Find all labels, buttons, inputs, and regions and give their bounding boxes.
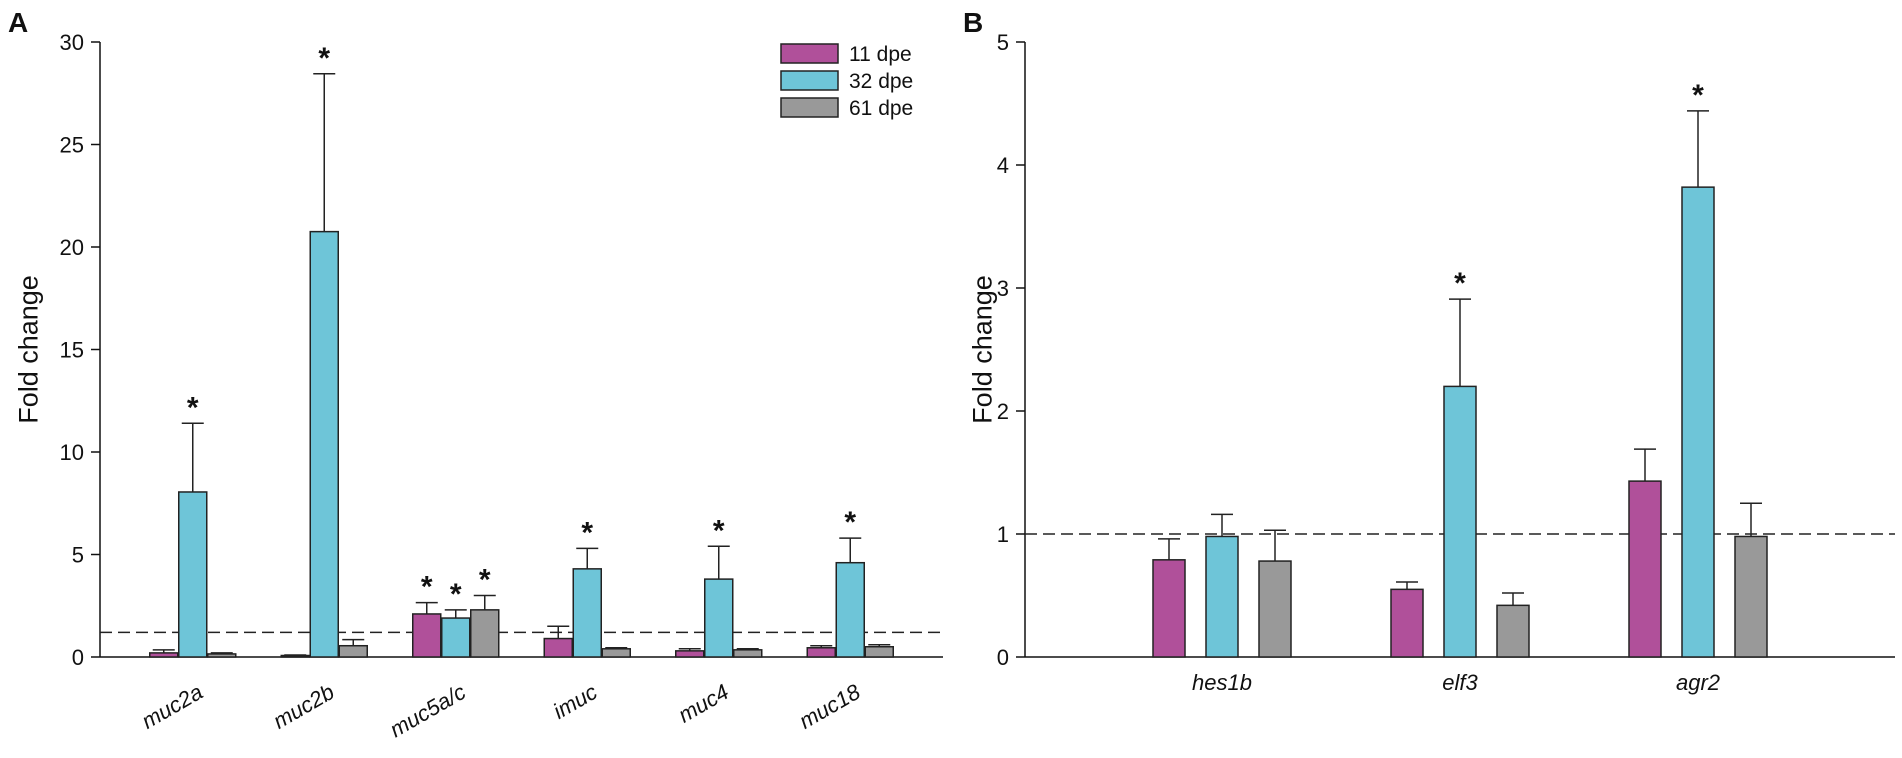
bar: [309, 230, 339, 658]
significance-marker: *: [421, 571, 433, 604]
bar: [1734, 535, 1768, 658]
panel-letter: B: [963, 7, 983, 38]
significance-marker: *: [1454, 267, 1466, 300]
y-tick-label: 10: [60, 440, 84, 465]
bar: [1628, 480, 1662, 658]
bar: [572, 568, 602, 658]
significance-marker: *: [187, 391, 199, 424]
legend-label: 32 dpe: [849, 70, 913, 93]
bar: [601, 648, 631, 658]
y-axis-title: Fold change: [13, 275, 43, 424]
y-tick-label: 5: [72, 543, 84, 568]
x-category-label: muc5a/c: [385, 679, 470, 742]
bar: [1681, 186, 1715, 658]
bar: [864, 646, 894, 658]
x-category-label: agr2: [1676, 670, 1720, 695]
y-tick-label: 2: [997, 399, 1009, 424]
x-category-label: muc2b: [269, 679, 339, 734]
significance-marker: *: [318, 42, 330, 75]
y-tick-label: 0: [997, 645, 1009, 670]
bar: [470, 609, 500, 658]
bar: [675, 650, 705, 658]
legend-swatch: [780, 70, 839, 91]
legend-label: 61 dpe: [849, 97, 913, 120]
bar: [1496, 604, 1530, 658]
significance-marker: *: [450, 578, 462, 611]
x-category-label: muc18: [795, 679, 865, 734]
bar: [1390, 588, 1424, 658]
bar: [1258, 560, 1292, 658]
significance-marker: *: [844, 506, 856, 539]
significance-marker: *: [581, 516, 593, 549]
legend-label: 11 dpe: [849, 43, 912, 66]
panel-b: B 0 1 2 3 4 5 Fold change hes1b * elf3 * agr2: [963, 7, 1895, 695]
bar: [441, 617, 471, 658]
bar: [207, 653, 237, 658]
bar: [149, 652, 179, 658]
y-tick-label: 4: [997, 153, 1009, 178]
bar: [1443, 385, 1477, 658]
y-tick-label: 15: [60, 338, 84, 363]
y-tick-label: 25: [60, 133, 84, 158]
bar: [543, 637, 573, 658]
legend-swatch: [780, 97, 839, 118]
legend-swatch: [780, 43, 839, 64]
significance-marker: *: [713, 514, 725, 547]
x-category-label: elf3: [1442, 670, 1478, 695]
panel-letter: A: [8, 7, 28, 38]
bar: [1152, 559, 1186, 658]
significance-marker: *: [479, 564, 491, 597]
bar: [835, 561, 865, 658]
y-tick-label: 30: [60, 30, 84, 55]
bar: [733, 649, 763, 658]
y-tick-label: 20: [60, 235, 84, 260]
x-category-label: muc2a: [137, 679, 207, 734]
x-category-label: imuc: [549, 679, 602, 724]
y-tick-label: 1: [997, 522, 1009, 547]
bar: [178, 491, 208, 658]
bar: [806, 647, 836, 658]
x-category-label: hes1b: [1192, 670, 1252, 695]
significance-marker: *: [1692, 79, 1704, 112]
bar: [412, 613, 442, 658]
x-category-label: muc4: [674, 679, 733, 728]
y-tick-label: 5: [997, 30, 1009, 55]
bar: [704, 578, 734, 658]
y-tick-label: 3: [997, 276, 1009, 301]
bar: [338, 644, 368, 658]
y-axis-title: Fold change: [967, 275, 997, 424]
y-tick-label: 0: [72, 645, 84, 670]
legend: 11 dpe 32 dpe 61 dpe: [780, 43, 913, 120]
bar: [1205, 535, 1239, 658]
bar: [280, 654, 310, 658]
